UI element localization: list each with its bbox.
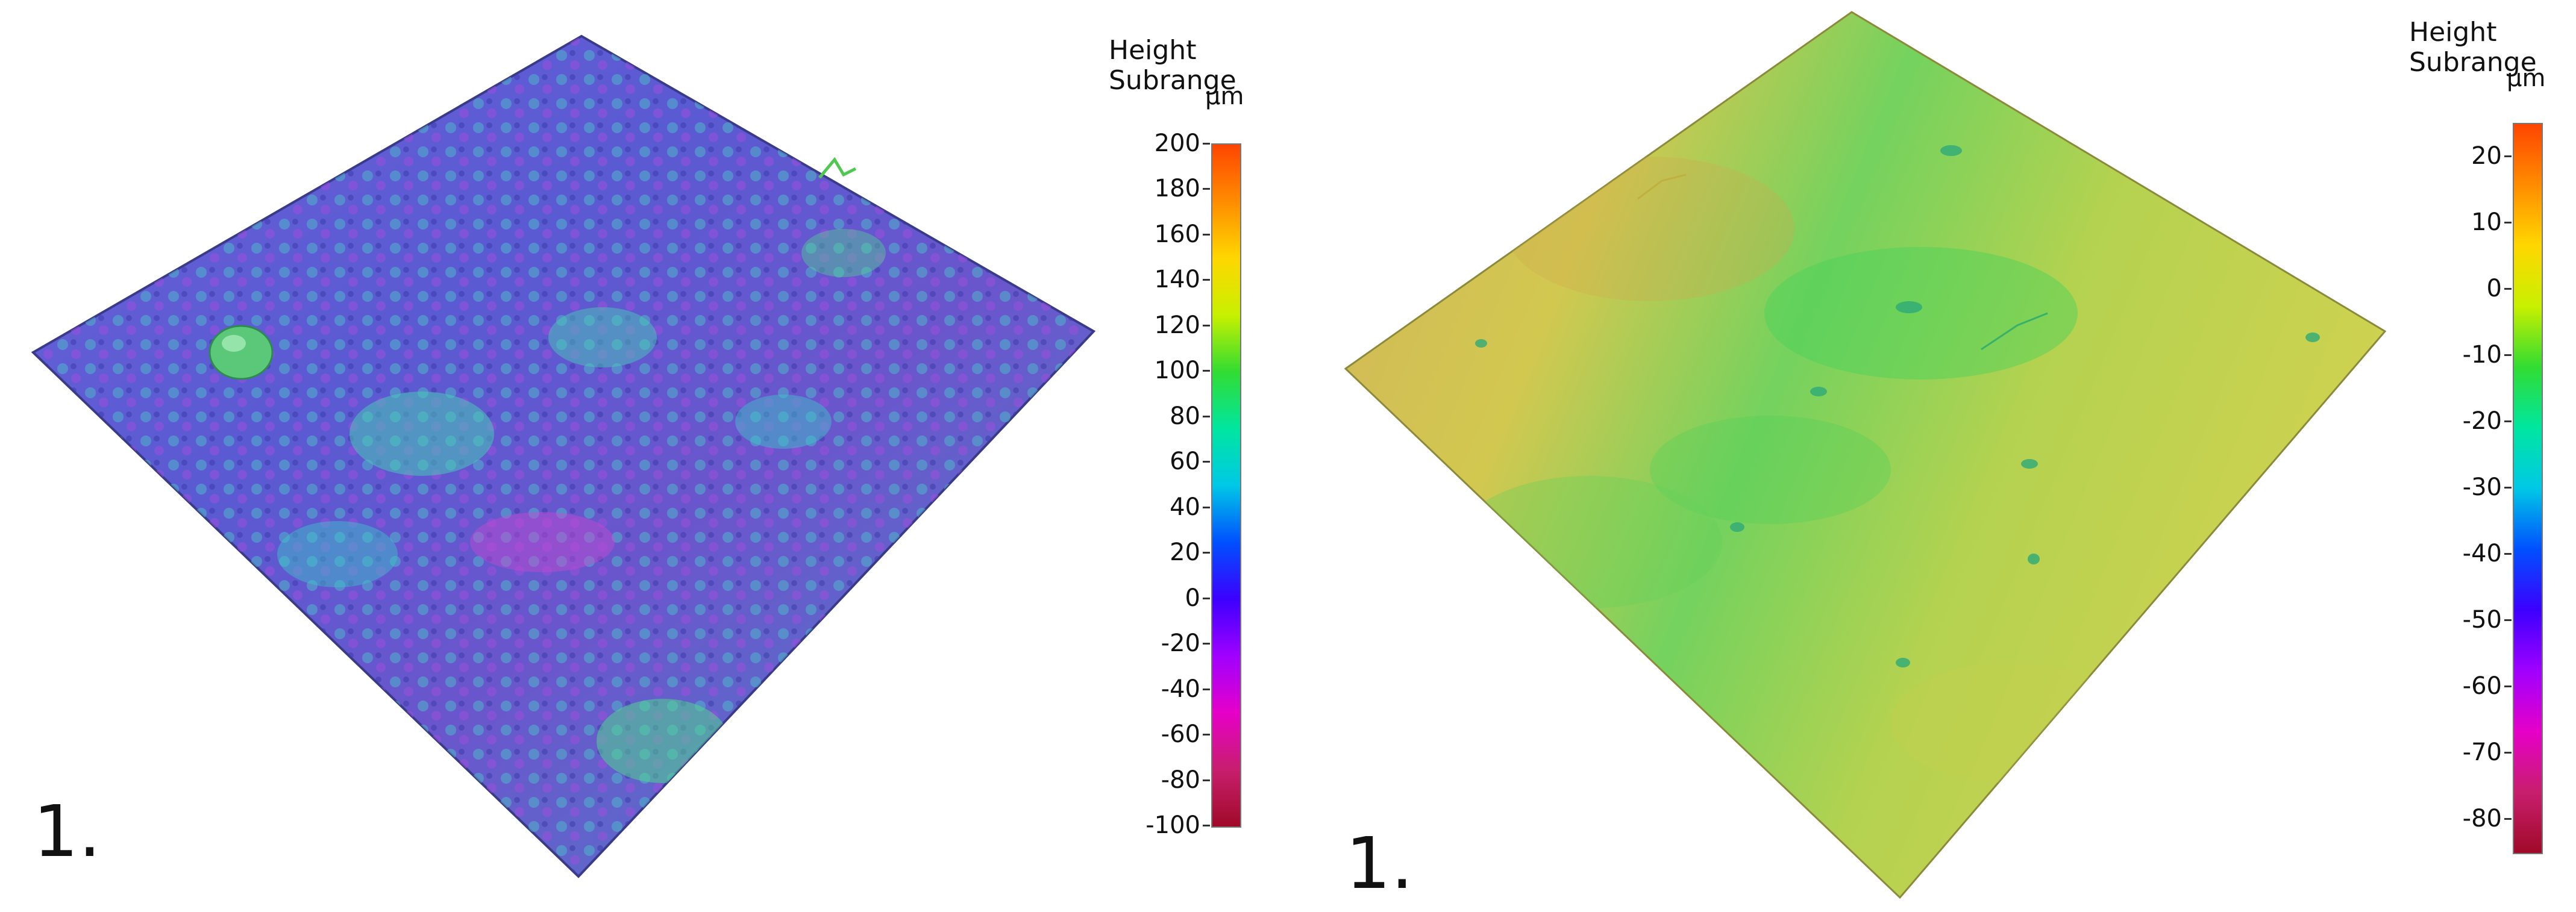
colorbar-tick-label: -70 <box>2462 739 2502 766</box>
colorbar-tick-mark <box>2504 487 2512 489</box>
legend-unit: µm <box>1205 83 1244 110</box>
surface-mesh-left <box>31 34 1096 878</box>
colorbar-tick-label: -60 <box>2462 672 2502 700</box>
colorbar-tick-label: 0 <box>1185 584 1200 612</box>
colorbar-tick-label: 180 <box>1154 175 1200 203</box>
colorbar-tick-label: -50 <box>2462 606 2502 634</box>
colorbar-tick-mark <box>1203 324 1210 326</box>
legend-title-line2: Subrange <box>2409 47 2537 78</box>
colorbar-tick-label: -80 <box>1161 766 1200 794</box>
colorbar-tick-mark <box>2504 222 2512 223</box>
colorbar-tick-label: -10 <box>2462 341 2502 369</box>
colorbar-tick-label: 0 <box>2486 275 2502 302</box>
colorbar-tick-mark <box>1203 643 1210 645</box>
colorbar-tick-mark <box>1203 370 1210 372</box>
colorbar-tick-mark <box>1203 279 1210 281</box>
legend-title-line2: Subrange <box>1109 65 1236 96</box>
colorbar-tick-mark <box>1203 779 1210 781</box>
colorbar-tick-label: -20 <box>2462 407 2502 435</box>
surface-3d-view-left <box>31 34 1096 878</box>
colorbar-tick-mark <box>2504 752 2512 754</box>
colorbar-tick-label: 100 <box>1154 357 1200 385</box>
colorbar-tick-label: 10 <box>2471 208 2502 236</box>
colorbar-tick-label: -40 <box>1161 675 1200 703</box>
surface-3d-view-right <box>1344 11 2387 899</box>
colorbar-tick-label: 200 <box>1154 130 1200 157</box>
colorbar-tick-mark <box>1203 188 1210 190</box>
colorbar-tick-mark <box>1203 688 1210 690</box>
colorbar <box>2513 123 2543 854</box>
colorbar <box>1211 143 1241 828</box>
colorbar-tick-mark <box>2504 288 2512 290</box>
colorbar-tick-label: -100 <box>1145 811 1200 839</box>
surface-mesh-right <box>1344 11 2387 899</box>
legend-title-line1: Height <box>1109 35 1197 66</box>
colorbar-tick-label: 60 <box>1170 448 1200 476</box>
colorbar-tick-mark <box>2504 553 2512 555</box>
colorbar-tick-label: 80 <box>1170 402 1200 430</box>
panel-label: 1. <box>1346 822 1414 905</box>
colorbar-tick-mark <box>2504 818 2512 820</box>
colorbar-tick-mark <box>2504 354 2512 356</box>
colorbar-tick-label: 140 <box>1154 266 1200 294</box>
colorbar-tick-mark <box>1203 597 1210 599</box>
colorbar-tick-mark <box>1203 734 1210 736</box>
colorbar-tick-mark <box>1203 415 1210 417</box>
colorbar-tick-mark <box>2504 420 2512 422</box>
colorbar-tick-label: 20 <box>2471 142 2502 170</box>
surface-panel-right: Height Subrange µm 20 10 0 -10 -20 -30 -40 -50 -… <box>1288 0 2576 912</box>
colorbar-tick-label: -30 <box>2462 473 2502 501</box>
colorbar-tick-mark <box>2504 155 2512 157</box>
colorbar-tick-mark <box>1203 461 1210 463</box>
colorbar-tick-mark <box>1203 552 1210 554</box>
colorbar-tick-mark <box>1203 143 1210 145</box>
surface-panel-left: Height Subrange µm 200 180 160 140 120 100 80 6… <box>31 34 1244 878</box>
colorbar-tick-mark <box>1203 825 1210 826</box>
colorbar-tick-label: 20 <box>1170 539 1200 567</box>
colorbar-tick-label: -60 <box>1161 720 1200 749</box>
colorbar-tick-label: 120 <box>1154 311 1200 339</box>
colorbar-tick-label: -80 <box>2462 805 2502 832</box>
colorbar-tick-mark <box>1203 506 1210 508</box>
legend-title-line1: Height <box>2409 17 2497 48</box>
colorbar-tick-mark <box>2504 686 2512 687</box>
legend-unit: µm <box>2507 64 2546 92</box>
colorbar-tick-label: -40 <box>2462 540 2502 567</box>
colorbar-tick-label: 160 <box>1154 220 1200 248</box>
panel-label: 1. <box>33 790 101 873</box>
colorbar-tick-mark <box>1203 233 1210 236</box>
colorbar-tick-label: -20 <box>1161 629 1200 658</box>
colorbar-tick-mark <box>2504 619 2512 621</box>
colorbar-tick-label: 40 <box>1170 493 1200 521</box>
